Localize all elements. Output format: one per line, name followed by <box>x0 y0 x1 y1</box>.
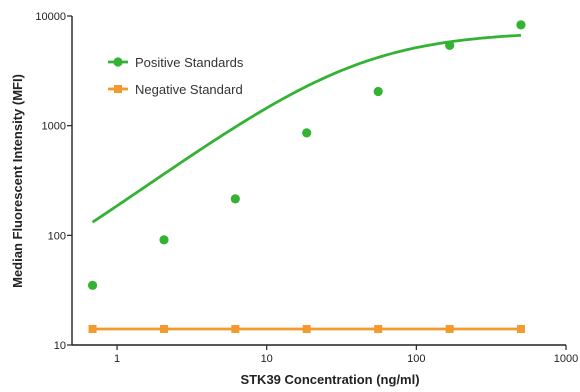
data-point <box>516 20 526 30</box>
legend-marker <box>114 85 122 93</box>
data-point <box>374 324 383 333</box>
y-tick-label: 1000 <box>42 121 66 133</box>
data-point <box>87 280 98 290</box>
data-point <box>231 324 240 333</box>
x-tick-label: 100 <box>407 353 425 365</box>
x-tick-label: 1000 <box>554 353 578 365</box>
data-point <box>88 324 97 333</box>
data-point <box>445 40 455 50</box>
data-point <box>302 324 311 333</box>
x-tick-label: 1 <box>114 353 120 365</box>
data-point <box>159 235 169 245</box>
data-point <box>373 86 383 97</box>
legend: Positive Standards Negative Standard <box>108 55 244 97</box>
data-point <box>230 194 240 204</box>
fit-curves <box>91 33 522 331</box>
legend-item: Positive Standards <box>108 55 244 70</box>
legend-item: Negative Standard <box>108 82 243 97</box>
legend-label: Negative Standard <box>135 82 243 97</box>
data-point <box>516 324 525 333</box>
data-markers <box>87 20 526 333</box>
data-point <box>302 128 312 138</box>
x-axis-title: STK39 Concentration (ng/ml) <box>240 372 419 387</box>
legend-marker <box>113 57 123 67</box>
data-point <box>445 324 454 333</box>
legend-label: Positive Standards <box>135 55 244 70</box>
y-tick-label: 100 <box>48 230 66 242</box>
x-tick-label: 10 <box>261 353 273 365</box>
data-point <box>160 324 169 333</box>
axes: 1 10 100 1000 10 100 1000 10000 <box>35 11 578 365</box>
y-tick-label: 10000 <box>35 11 66 23</box>
y-tick-label: 10 <box>54 340 66 352</box>
y-axis-title: Median Fluorescent Intensity (MFI) <box>10 74 25 288</box>
